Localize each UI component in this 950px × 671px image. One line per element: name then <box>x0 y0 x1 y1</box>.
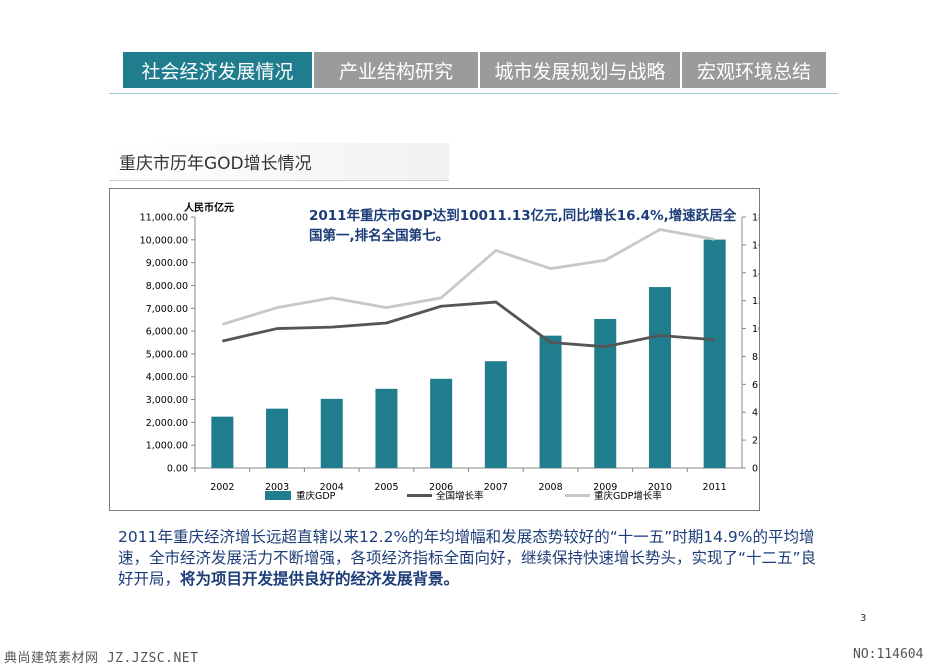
y-tick-left-label: 0.00 <box>167 464 188 475</box>
y-tick-left-label: 11,000.00 <box>140 213 188 224</box>
y-tick-right-label: 4 <box>752 408 758 419</box>
y-tick-right-label: 10 <box>752 324 759 335</box>
watermark-id: NO:114604 <box>853 647 924 662</box>
gdp-bar <box>320 398 343 468</box>
body-paragraph: 2011年重庆经济增长远超直辖以来12.2%的年均增幅和发展态势较好的“十一五”… <box>118 527 818 590</box>
legend-gdp-label: 重庆GDP <box>296 490 336 502</box>
legend-bar-swatch <box>265 491 291 500</box>
y-tick-left-label: 6,000.00 <box>146 327 188 338</box>
body-text: 2011年重庆经济增长远超直辖以来12.2%的年均增幅和发展态势较好的“十一五”… <box>118 528 817 588</box>
gdp-bar <box>594 318 617 468</box>
y-tick-left-label: 8,000.00 <box>146 281 188 292</box>
y-tick-right-label: 18 <box>752 213 759 224</box>
page-number: 3 <box>860 613 867 624</box>
x-tick-label: 2009 <box>593 482 617 493</box>
top-nav-tabs: 社会经济发展情况 产业结构研究 城市发展规划与战略 宏观环境总结 <box>123 52 826 88</box>
gdp-bar <box>375 388 398 468</box>
gdp-bar <box>211 416 234 468</box>
national-growth-line <box>222 300 715 349</box>
y-tick-right-label: 12 <box>752 296 759 307</box>
y-tick-right-label: 2 <box>752 436 758 447</box>
y-tick-right-label: 14 <box>752 268 759 279</box>
legend-cq-label: 重庆GDP增长率 <box>594 490 662 502</box>
y-tick-left-label: 1,000.00 <box>146 441 188 452</box>
x-tick-label: 2007 <box>484 482 508 493</box>
y-tick-right-label: 8 <box>752 352 758 363</box>
y-tick-right-label: 6 <box>752 380 758 391</box>
tab-social-economy[interactable]: 社会经济发展情况 <box>123 52 312 88</box>
gdp-bar <box>648 287 671 468</box>
y-tick-left-label: 5,000.00 <box>146 349 188 360</box>
gdp-bar <box>703 239 726 468</box>
gdp-bar <box>266 408 289 468</box>
watermark-site: 典尚建筑素材网 JZ.JZSC.NET <box>4 651 199 666</box>
y-tick-right-label: 16 <box>752 240 759 251</box>
y-tick-right-label: 0 <box>752 464 758 475</box>
x-tick-label: 2008 <box>538 482 562 493</box>
x-tick-label: 2010 <box>648 482 672 493</box>
tab-urban-planning[interactable]: 城市发展规划与战略 <box>478 52 680 88</box>
y-tick-left-label: 9,000.00 <box>146 258 188 269</box>
x-tick-label: 2006 <box>429 482 453 493</box>
y-tick-left-label: 10,000.00 <box>140 235 188 246</box>
section-title: 重庆市历年GOD增长情况 <box>109 143 449 181</box>
x-tick-label: 2004 <box>320 482 344 493</box>
gdp-chart: 0.00 1,000.00 2,000.00 3,000.00 4,000.00 5,00… <box>109 188 760 511</box>
nav-divider <box>109 93 838 94</box>
x-tick-label: 2003 <box>265 482 289 493</box>
y-tick-left-label: 4,000.00 <box>146 372 188 383</box>
chart-canvas: 0.00 1,000.00 2,000.00 3,000.00 4,000.00 5,00… <box>140 201 759 502</box>
legend-national-label: 全国增长率 <box>436 490 484 502</box>
body-bold-text: 将为项目开发提供良好的经济发展背景。 <box>180 570 460 588</box>
x-tick-label: 2011 <box>703 482 727 493</box>
gdp-bar <box>430 378 453 468</box>
gdp-bar <box>484 361 507 468</box>
y-tick-left-label: 2,000.00 <box>146 418 188 429</box>
tab-industry-structure[interactable]: 产业结构研究 <box>312 52 478 88</box>
chart-callout: 2011年重庆市GDP达到10011.13亿元,同比增长16.4%,增速跃居全国… <box>309 208 737 244</box>
x-tick-label: 2005 <box>374 482 398 493</box>
y-tick-left-label: 7,000.00 <box>146 304 188 315</box>
y-tick-left-label: 3,000.00 <box>146 395 188 406</box>
tab-macro-summary[interactable]: 宏观环境总结 <box>680 52 826 88</box>
x-tick-label: 2002 <box>210 482 234 493</box>
chongqing-growth-line <box>221 228 715 326</box>
gdp-bar <box>539 335 562 468</box>
y-axis-left-title: 人民币亿元 <box>184 201 234 214</box>
